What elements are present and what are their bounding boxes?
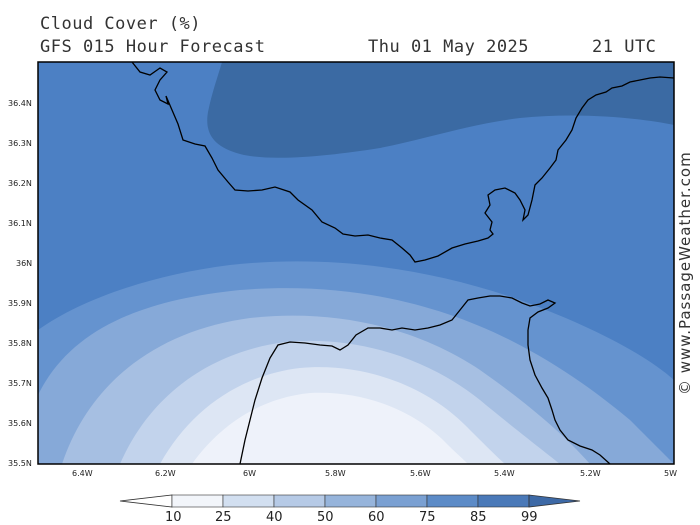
legend-swatch: [324, 494, 377, 508]
legend-swatch: [171, 494, 224, 508]
lon-label: 5.2W: [580, 469, 601, 478]
lat-label: 35.5N: [8, 459, 32, 468]
map-title: Cloud Cover (%): [40, 14, 202, 34]
legend-value: 25: [215, 510, 232, 525]
legend-value: 10: [165, 510, 182, 525]
legend-value: 60: [368, 510, 385, 525]
legend-arrow-left: [119, 494, 173, 508]
legend-value: 99: [521, 510, 538, 525]
legend-swatch: [222, 494, 275, 508]
lat-label: 36.1N: [8, 219, 32, 228]
legend-swatch: [375, 494, 428, 508]
coastline-morocco: [239, 295, 611, 464]
lat-label: 36.4N: [8, 99, 32, 108]
legend-value: 85: [470, 510, 487, 525]
lat-label: 36N: [16, 259, 32, 268]
legend-value: 40: [266, 510, 283, 525]
lat-label: 35.6N: [8, 419, 32, 428]
legend-arrow-right: [528, 494, 581, 508]
lon-label: 5.4W: [494, 469, 515, 478]
lat-label: 35.8N: [8, 339, 32, 348]
legend-swatch: [426, 494, 479, 508]
legend-swatch: [273, 494, 326, 508]
legend-value: 50: [317, 510, 334, 525]
lon-label: 5.8W: [325, 469, 346, 478]
model-label: GFS 015 Hour Forecast: [40, 37, 266, 57]
legend-value: 75: [419, 510, 436, 525]
field-10: [192, 392, 468, 464]
lat-label: 35.7N: [8, 379, 32, 388]
lon-label: 6W: [243, 469, 256, 478]
coastline-spain: [131, 62, 674, 263]
lon-label: 5.6W: [410, 469, 431, 478]
legend-swatch: [477, 494, 530, 508]
map-frame: [37, 61, 675, 465]
lon-label: 6.4W: [72, 469, 93, 478]
lon-axis: 6.4W 6.2W 6W 5.8W 5.6W 5.4W 5.2W 5W: [72, 469, 677, 478]
legend: 10 25 40 50 60 75 85 99: [119, 494, 581, 525]
lon-label: 6.2W: [155, 469, 176, 478]
lat-axis: 36.4N 36.3N 36.2N 36.1N 36N 35.9N 35.8N …: [8, 99, 32, 468]
forecast-time: 21 UTC: [592, 37, 657, 57]
lon-label: 5W: [664, 469, 677, 478]
lat-label: 35.9N: [8, 299, 32, 308]
lat-label: 36.3N: [8, 139, 32, 148]
forecast-date: Thu 01 May 2025: [368, 37, 530, 57]
lat-label: 36.2N: [8, 179, 32, 188]
field-99: [207, 62, 674, 158]
credit-watermark: © www.PassageWeather.com: [676, 151, 694, 395]
